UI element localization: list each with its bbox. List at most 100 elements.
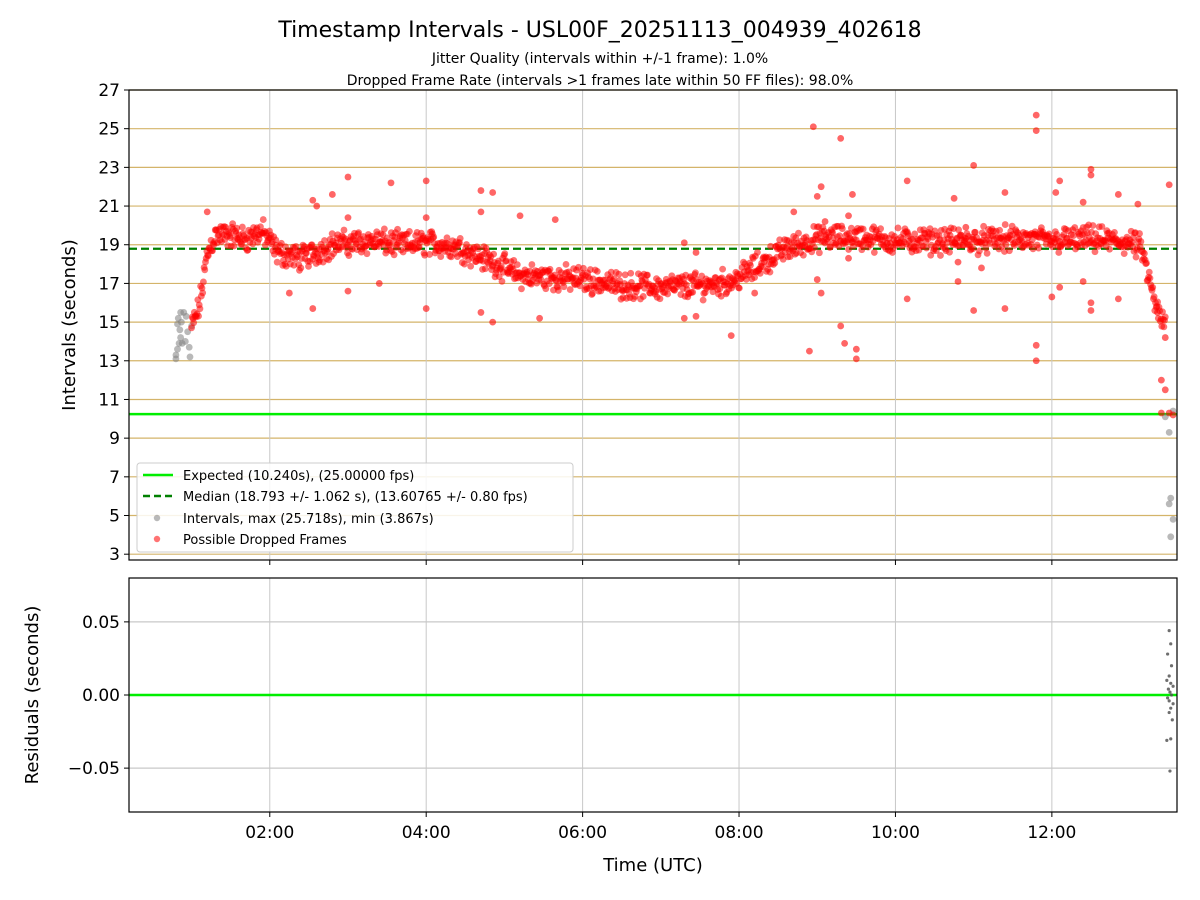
dropped-frame-point	[593, 267, 601, 275]
dropped-frame-point	[1154, 298, 1162, 306]
dropped-frame-point	[970, 307, 978, 314]
dropped-frame-point	[1035, 244, 1042, 252]
dropped-frame-point	[430, 233, 438, 241]
residual-point	[1166, 687, 1170, 691]
x-tick-label: 10:00	[871, 823, 920, 843]
y-tick-label: 13	[98, 352, 120, 372]
dropped-frame-point	[1132, 253, 1140, 261]
x-tick-label: 04:00	[402, 823, 451, 843]
dropped-frame-point	[477, 208, 485, 216]
dropped-frame-point	[946, 248, 953, 256]
dropped-frame-point	[1032, 357, 1040, 365]
dropped-frame-point	[229, 220, 237, 228]
dropped-frame-point	[195, 312, 202, 320]
dropped-frame-point	[244, 246, 252, 254]
dropped-frame-point	[1056, 177, 1064, 185]
interval-point	[1169, 515, 1177, 523]
legend-intervals-marker	[153, 514, 161, 522]
dropped-frame-point	[313, 202, 321, 210]
dropped-frame-point	[821, 218, 829, 225]
interval-point	[186, 353, 194, 361]
dropped-frame-point	[1089, 222, 1097, 229]
y-tick-label: 3	[109, 545, 120, 565]
dropped-frame-point	[344, 287, 352, 295]
dropped-frame-point	[422, 305, 430, 312]
dropped-frame-point	[813, 192, 821, 200]
dropped-frame-point	[474, 245, 482, 253]
dropped-frame-point	[692, 312, 700, 320]
residual-point	[1170, 718, 1174, 722]
dropped-frame-point	[813, 276, 821, 283]
dropped-frame-point	[387, 179, 395, 187]
dropped-frame-point	[498, 277, 506, 285]
dropped-frame-point	[815, 249, 823, 257]
residual-point	[1165, 738, 1169, 742]
dropped-frame-point	[1140, 249, 1148, 257]
dropped-frame-point	[950, 194, 958, 202]
dropped-frame-point	[1157, 376, 1165, 384]
dropped-frame-point	[545, 280, 553, 287]
dropped-frame-point	[437, 253, 445, 260]
dropped-frame-points	[188, 111, 1177, 419]
dropped-frame-point	[1032, 127, 1040, 135]
dropped-frame-point	[233, 224, 241, 232]
dropped-frame-point	[1087, 165, 1095, 173]
dropped-frame-point	[340, 226, 348, 234]
dropped-frame-point	[1161, 386, 1169, 394]
dropped-frame-point	[1005, 247, 1013, 255]
dropped-frame-point	[199, 289, 207, 297]
dropped-frame-point	[580, 264, 587, 272]
y-tick-label: 27	[98, 81, 120, 101]
dropped-frame-point	[1145, 268, 1153, 276]
dropped-frame-point	[859, 225, 867, 233]
interval-point	[1167, 533, 1175, 541]
dropped-frame-point	[1091, 248, 1099, 256]
legend-box	[136, 462, 574, 553]
dropped-frame-point	[1143, 259, 1150, 267]
dropped-frame-point	[1053, 231, 1061, 238]
dropped-frame-point	[809, 123, 817, 131]
intervals-y-ticks: 3 5 7 9 11 13 15 17 19 21 23 25 27	[98, 81, 129, 565]
dropped-frame-point	[209, 247, 216, 255]
dropped-frame-point	[680, 314, 688, 322]
dropped-frame-point	[344, 214, 352, 222]
dropped-frame-point	[406, 227, 413, 235]
dropped-frame-point	[1154, 309, 1161, 316]
residual-point	[1169, 737, 1173, 741]
interval-point	[182, 312, 190, 320]
interval-point	[178, 318, 185, 326]
dropped-frame-point	[490, 250, 498, 258]
residual-points	[1165, 629, 1175, 773]
dropped-frame-point	[204, 252, 212, 260]
dropped-frame-point	[259, 216, 267, 223]
residual-y-tick-label: 0.00	[82, 686, 120, 706]
dropped-frame-point	[996, 226, 1004, 234]
residual-point	[1168, 769, 1172, 773]
dropped-frame-point	[903, 177, 911, 185]
dropped-frame-point	[877, 225, 885, 233]
dropped-frame-point	[501, 250, 509, 258]
dropped-frame-point	[806, 347, 813, 355]
interval-point	[185, 343, 193, 351]
dropped-frame-point	[837, 134, 845, 142]
dropped-frame-point	[328, 191, 336, 198]
dropped-frame-point	[285, 289, 293, 297]
interval-point	[181, 338, 189, 345]
residual-point	[1169, 706, 1173, 710]
dropped-frame-point	[1032, 111, 1040, 119]
intervals-x-ticks	[269, 560, 1053, 565]
x-axis-label: Time (UTC)	[602, 855, 703, 876]
residual-y-tick-label: 0.05	[82, 613, 120, 633]
dropped-frame-point	[542, 285, 550, 293]
dropped-frame-point	[1114, 191, 1122, 198]
residual-point	[1169, 681, 1173, 685]
x-tick-label: 06:00	[558, 823, 607, 843]
residual-point	[1169, 693, 1174, 697]
dropped-frame-point	[1001, 221, 1009, 228]
intervals-y-axis-label: Intervals (seconds)	[59, 239, 80, 411]
dropped-frame-point	[1087, 171, 1095, 179]
dropped-frame-point	[829, 229, 836, 237]
residual-point	[1167, 710, 1171, 715]
y-tick-label: 19	[98, 236, 120, 256]
dropped-frame-point	[1079, 198, 1087, 206]
